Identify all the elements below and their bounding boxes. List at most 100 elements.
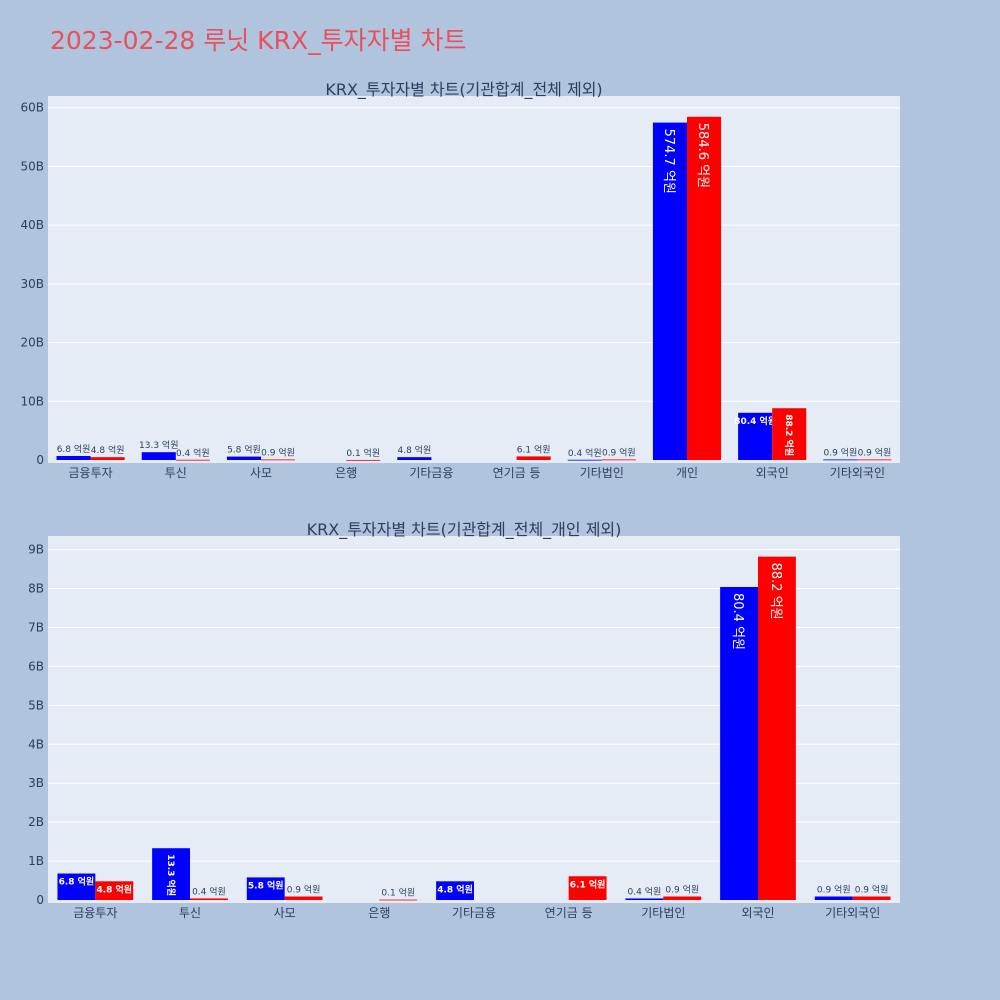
chart0-ytick-label: 50B [20, 159, 44, 173]
chart0-bar [772, 408, 807, 460]
chart-top: 0 10B 20B 30B 40B 50B 60B KRX_투자자별 차트(기관합계_전체 제… [20, 80, 900, 480]
chart0-bar [687, 116, 722, 460]
chart1-ytick-label: 5B [28, 698, 44, 712]
chart1-data-label: 13.3 억원 [165, 854, 177, 896]
chart1-bar [284, 896, 323, 900]
chart0-xtick-label: 사모 [250, 466, 272, 480]
chart0-bar [226, 456, 261, 460]
chart1-bar [625, 898, 664, 900]
chart0-data-label: 6.8 억원 [57, 443, 91, 455]
chart0-bar [652, 122, 687, 460]
chart0-bar [175, 459, 210, 461]
chart0-bar [601, 459, 636, 461]
chart1-bar [720, 586, 758, 900]
chart1-data-label: 6.1 억원 [570, 878, 606, 890]
chart1-data-label: 6.8 억원 [59, 876, 95, 888]
chart0-bar [90, 457, 125, 460]
chart0-ytick-label: 20B [20, 336, 44, 350]
chart0-xtick-label: 연기금 등 [493, 466, 541, 480]
chart0-data-label: 13.3 억원 [139, 439, 178, 451]
chart0-xtick-label: 투신 [165, 466, 187, 480]
chart1-ytick-label: 8B [28, 582, 44, 596]
chart0-data-label: 88.2 억원 [783, 414, 795, 456]
chart1-data-label: 0.1 억원 [381, 887, 415, 899]
chart1-bar [95, 881, 134, 900]
chart1-bar [246, 877, 285, 900]
chart1-xtick-label: 사모 [274, 906, 296, 920]
chart0-data-label: 0.1 억원 [346, 447, 380, 459]
chart0-bar [857, 459, 892, 461]
chart0-bar [738, 412, 773, 460]
chart1-xtick-label: 외국인 [741, 906, 774, 920]
chart0-data-label: 80.4 억원 [734, 415, 776, 427]
chart1-data-label: 0.9 억원 [287, 883, 321, 895]
chart0-data-label: 0.4 억원 [568, 447, 602, 459]
chart0-bar [56, 456, 91, 460]
chart0-xtick-label: 외국인 [756, 466, 789, 480]
chart0-data-label: 0.9 억원 [261, 446, 295, 458]
chart0-ytick-label: 40B [20, 218, 44, 232]
chart1-xtick-label: 기타외국인 [825, 906, 880, 920]
chart0-bar [516, 456, 551, 460]
chart1-ytick-label: 7B [28, 620, 44, 634]
chart0-xtick-label: 은행 [335, 465, 357, 480]
chart0-bar [346, 459, 381, 461]
chart0-bar [397, 457, 432, 460]
chart0-data-label: 0.9 억원 [602, 446, 636, 458]
chart0-data-label: 574.7 억원 [661, 129, 676, 194]
chart1-xtick-label: 기타금융 [452, 906, 496, 920]
chart0-ytick-label: 30B [20, 277, 44, 291]
chart0-xtick-label: 기타법인 [580, 466, 624, 480]
chart1-data-label: 88.2 억원 [768, 563, 783, 620]
chart1-bar [379, 899, 418, 901]
chart1-bar [758, 556, 796, 900]
chart0-data-label: 4.8 억원 [91, 444, 125, 456]
chart0-data-label: 0.4 억원 [176, 447, 210, 459]
chart1-bar [190, 898, 228, 900]
chart1-bar [436, 881, 474, 900]
chart0-ytick-label: 60B [20, 101, 44, 115]
chart1-xtick-label: 연기금 등 [545, 906, 593, 920]
chart0-data-label: 0.9 억원 [823, 446, 857, 458]
page-title: 2023-02-28 루닛 KRX_투자자별 차트 [50, 26, 467, 55]
chart1-xtick-label: 은행 [368, 905, 390, 920]
chart0-data-label: 584.6 억원 [695, 123, 710, 188]
chart1-ytick-label: 6B [28, 659, 44, 673]
chart1-xtick-label: 투신 [179, 906, 201, 920]
chart1-bar [57, 873, 96, 900]
chart1-data-label: 80.4 억원 [730, 593, 745, 650]
chart1-title: KRX_투자자별 차트(기관합계_전체_개인 제외) [307, 520, 622, 540]
chart1-data-label: 0.4 억원 [628, 885, 662, 897]
chart1-data-label: 0.4 억원 [192, 885, 226, 897]
chart0-bar [141, 452, 176, 460]
chart1-bar [568, 876, 607, 900]
chart1-bar [852, 896, 891, 900]
chart0-xtick-label: 금융투자 [69, 466, 113, 480]
chart0-bar [567, 459, 602, 461]
chart0-bar [261, 459, 296, 461]
chart0-ytick-label: 10B [20, 394, 44, 408]
chart1-ytick-label: 2B [28, 815, 44, 829]
chart1-ytick-label: 4B [28, 737, 44, 751]
chart0-data-label: 0.9 억원 [858, 446, 892, 458]
chart1-bar [814, 896, 853, 900]
chart1-xtick-label: 기타법인 [641, 906, 685, 920]
chart1-data-label: 0.9 억원 [855, 883, 889, 895]
chart0-data-label: 4.8 억원 [397, 444, 431, 456]
chart0-bar [823, 459, 858, 461]
chart1-ytick-label: 9B [28, 543, 44, 557]
chart1-ytick-label: 3B [28, 776, 44, 790]
chart0-data-label: 5.8 억원 [227, 444, 261, 456]
chart1-data-label: 4.8 억원 [96, 883, 132, 895]
chart0-title: KRX_투자자별 차트(기관합계_전체 제외) [325, 80, 602, 100]
chart1-data-label: 5.8 억원 [248, 879, 284, 891]
chart0-ytick-label: 0 [36, 453, 44, 467]
chart1-data-label: 0.9 억원 [665, 883, 699, 895]
chart1-data-label: 4.8 억원 [437, 883, 473, 895]
chart0-data-label: 6.1 억원 [517, 443, 551, 455]
chart0-xtick-label: 개인 [676, 466, 698, 480]
chart1-ytick-label: 1B [28, 854, 44, 868]
chart-bottom: 0 1B 2B 3B 4B 5B 6B 7B 8B 9B KRX_투자자별 차트(기관합계_전체_개… [28, 520, 900, 920]
chart1-xtick-label: 금융투자 [73, 906, 117, 920]
